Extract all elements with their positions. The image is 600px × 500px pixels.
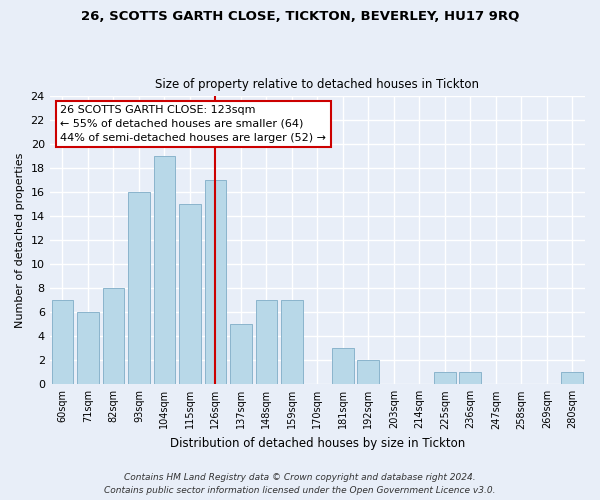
Y-axis label: Number of detached properties: Number of detached properties	[15, 152, 25, 328]
Bar	[256, 300, 277, 384]
Bar	[332, 348, 353, 384]
Bar	[179, 204, 201, 384]
Bar	[77, 312, 99, 384]
Title: Size of property relative to detached houses in Tickton: Size of property relative to detached ho…	[155, 78, 479, 91]
Bar	[205, 180, 226, 384]
Bar	[128, 192, 150, 384]
Bar	[103, 288, 124, 384]
Bar	[154, 156, 175, 384]
Bar	[434, 372, 455, 384]
Text: Contains HM Land Registry data © Crown copyright and database right 2024.
Contai: Contains HM Land Registry data © Crown c…	[104, 474, 496, 495]
Bar	[52, 300, 73, 384]
Bar	[358, 360, 379, 384]
Text: 26 SCOTTS GARTH CLOSE: 123sqm
← 55% of detached houses are smaller (64)
44% of s: 26 SCOTTS GARTH CLOSE: 123sqm ← 55% of d…	[61, 105, 326, 143]
Text: 26, SCOTTS GARTH CLOSE, TICKTON, BEVERLEY, HU17 9RQ: 26, SCOTTS GARTH CLOSE, TICKTON, BEVERLE…	[81, 10, 519, 23]
Bar	[562, 372, 583, 384]
Bar	[230, 324, 251, 384]
Bar	[281, 300, 302, 384]
Bar	[460, 372, 481, 384]
X-axis label: Distribution of detached houses by size in Tickton: Distribution of detached houses by size …	[170, 437, 465, 450]
